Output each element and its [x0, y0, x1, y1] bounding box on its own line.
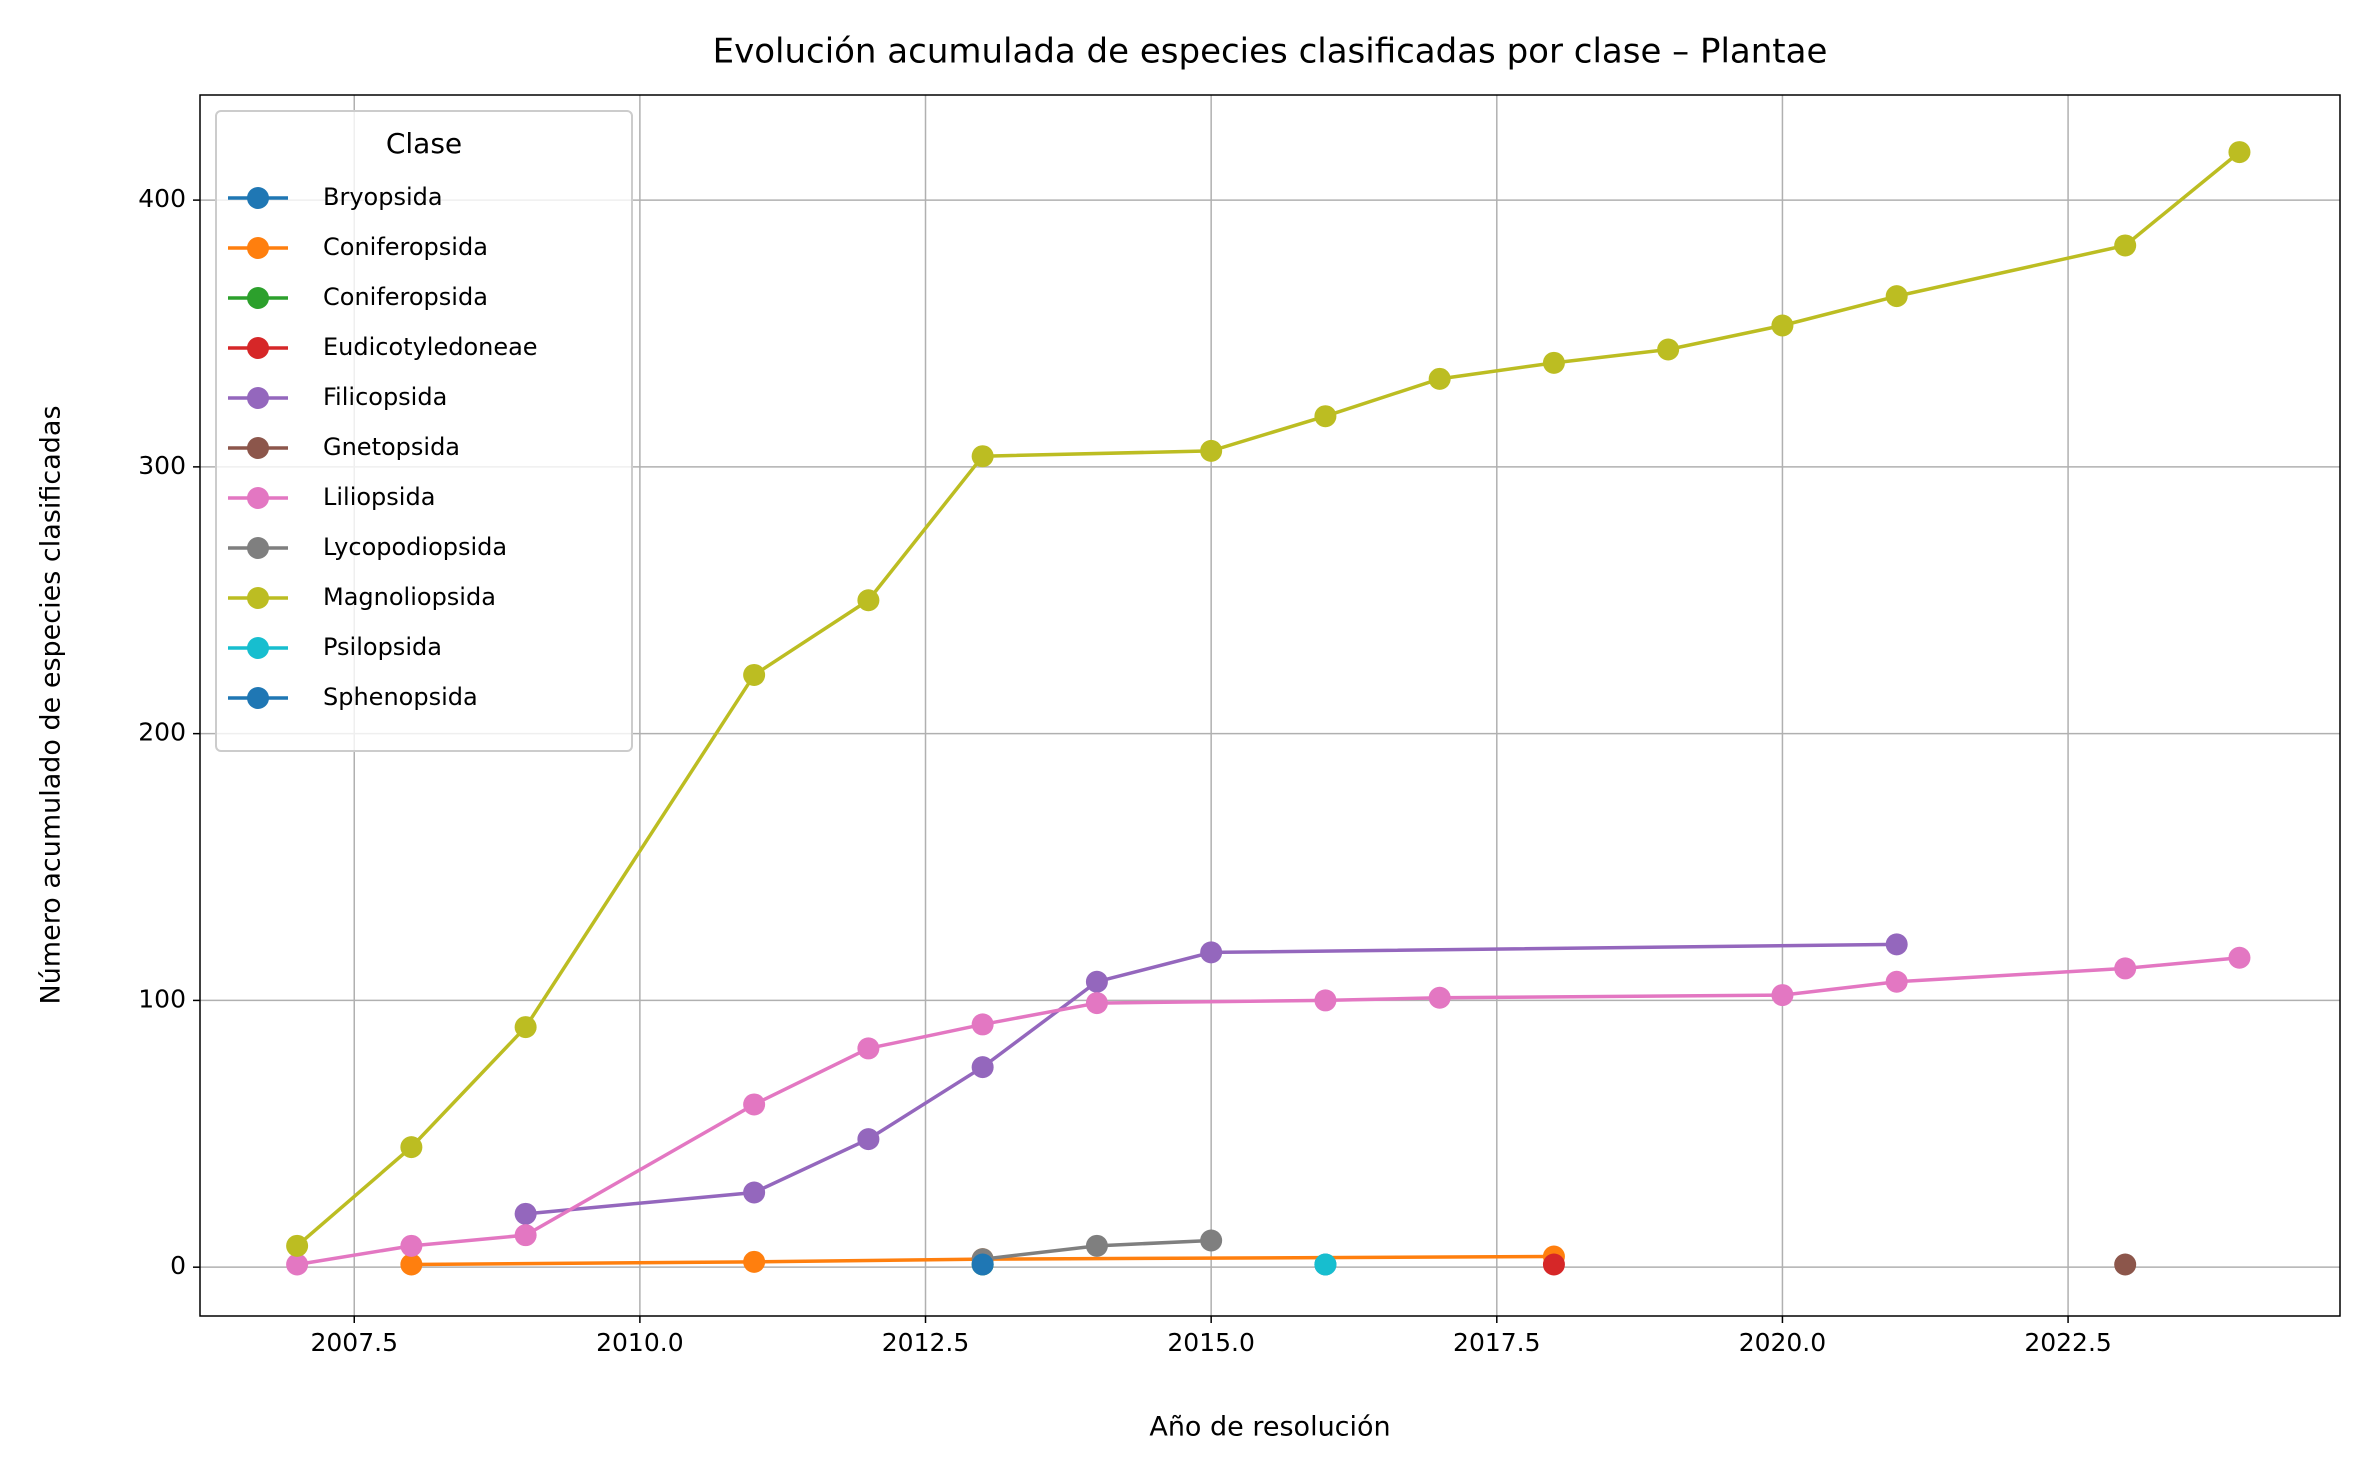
data-point: [1085, 992, 1108, 1015]
legend-marker: [247, 437, 269, 459]
data-point: [1885, 933, 1908, 956]
legend-label: Coniferopsida: [323, 233, 488, 261]
legend-title: Clase: [386, 127, 462, 160]
legend-marker: [247, 587, 269, 609]
legend-box: [215, 110, 633, 752]
data-point: [514, 1224, 537, 1247]
legend-marker: [247, 237, 269, 259]
data-point: [514, 1016, 537, 1039]
legend-label: Coniferopsida: [323, 283, 488, 311]
data-point: [2228, 946, 2251, 969]
data-point: [1314, 405, 1337, 428]
x-tick-label: 2020.0: [1739, 1328, 1826, 1357]
data-point: [1542, 1253, 1565, 1276]
plot-frame: [199, 94, 2341, 1317]
data-point: [1542, 351, 1565, 374]
data-point: [286, 1253, 309, 1276]
x-tick-label: 2010.0: [596, 1328, 683, 1357]
legend-label: Magnoliopsida: [323, 583, 496, 611]
legend-marker: [247, 287, 269, 309]
data-point: [743, 663, 766, 686]
legend-marker: [247, 537, 269, 559]
data-point: [2114, 234, 2137, 257]
data-point: [1314, 1253, 1337, 1276]
legend-label: Sphenopsida: [323, 683, 478, 711]
data-point: [1314, 989, 1337, 1012]
data-point: [1885, 285, 1908, 308]
data-point: [2228, 141, 2251, 164]
y-axis-label: Número acumulado de especies clasificada…: [36, 405, 67, 1004]
data-point: [1200, 1229, 1223, 1252]
data-point: [857, 589, 880, 612]
data-point: [1885, 970, 1908, 993]
data-point: [857, 1037, 880, 1060]
chart-title: Evolución acumulada de especies clasific…: [713, 32, 1828, 72]
data-point: [743, 1250, 766, 1273]
y-tick-label: 200: [138, 718, 186, 747]
y-tick-label: 400: [138, 184, 186, 213]
y-tick-label: 0: [170, 1251, 186, 1280]
legend-label: Lycopodiopsida: [323, 533, 507, 561]
data-point: [971, 445, 994, 468]
legend-label: Liliopsida: [323, 483, 435, 511]
legend-marker: [247, 687, 269, 709]
legend-label: Psilopsida: [323, 633, 442, 661]
data-point: [2114, 1253, 2137, 1276]
data-point: [971, 1013, 994, 1036]
data-point: [1428, 986, 1451, 1009]
x-tick-label: 2017.5: [1453, 1328, 1540, 1357]
data-point: [971, 1056, 994, 1079]
x-tick-label: 2007.5: [311, 1328, 398, 1357]
data-point: [743, 1181, 766, 1204]
data-point: [1771, 984, 1794, 1007]
legend-label: Filicopsida: [323, 383, 447, 411]
y-tick-label: 300: [138, 451, 186, 480]
x-tick-label: 2022.5: [2024, 1328, 2111, 1357]
data-point: [286, 1234, 309, 1257]
legend-marker: [247, 337, 269, 359]
data-point: [971, 1253, 994, 1276]
legend-label: Gnetopsida: [323, 433, 460, 461]
legend-marker: [247, 637, 269, 659]
data-point: [1085, 1234, 1108, 1257]
data-point: [743, 1093, 766, 1116]
data-point: [1428, 367, 1451, 390]
data-point: [400, 1136, 423, 1159]
data-point: [400, 1253, 423, 1276]
data-point: [514, 1202, 537, 1225]
data-point: [2114, 957, 2137, 980]
legend-label: Eudicotyledoneae: [323, 333, 538, 361]
data-point: [1200, 941, 1223, 964]
data-point: [1200, 439, 1223, 462]
legend-label: Bryopsida: [323, 183, 443, 211]
data-point: [1085, 970, 1108, 993]
data-point: [857, 1128, 880, 1151]
y-tick-label: 100: [138, 984, 186, 1013]
x-tick-label: 2015.0: [1167, 1328, 1254, 1357]
legend-marker: [247, 387, 269, 409]
data-point: [1657, 338, 1680, 361]
legend-marker: [247, 487, 269, 509]
x-axis-label: Año de resolución: [1149, 1412, 1390, 1443]
data-point: [400, 1234, 423, 1257]
data-point: [1771, 314, 1794, 337]
legend-marker: [247, 187, 269, 209]
x-tick-label: 2012.5: [882, 1328, 969, 1357]
series-line: [411, 1254, 1554, 1267]
